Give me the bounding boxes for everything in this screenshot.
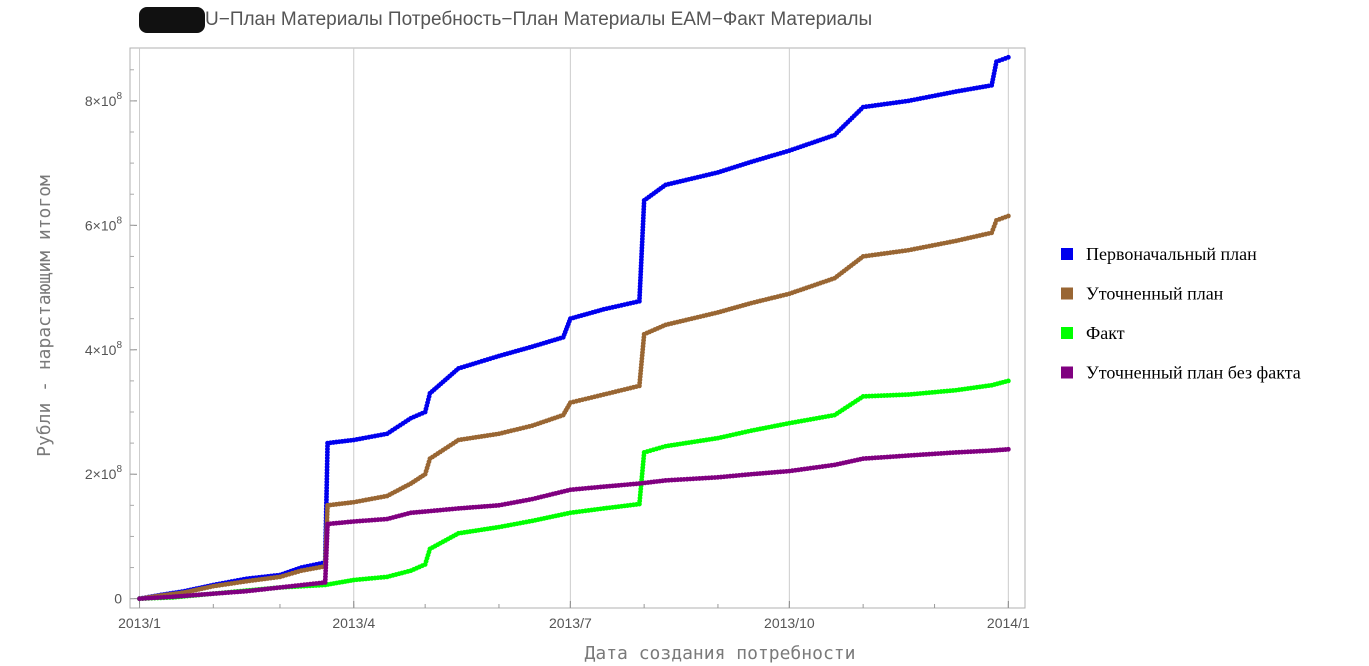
x-tick-label: 2013/4	[332, 615, 375, 631]
y-tick-label: 0	[114, 591, 122, 607]
x-axis-label: Дата создания потребности	[585, 643, 856, 664]
series-3	[137, 446, 1011, 602]
series-0	[137, 54, 1011, 602]
legend: Первоначальный план Уточненный план Факт Ут…	[1061, 244, 1301, 383]
data-point	[1005, 378, 1011, 384]
data-point	[1005, 446, 1011, 452]
y-axis-label: Рубли - нарастающим итогом	[34, 175, 55, 457]
series-1	[137, 213, 1011, 602]
points-layer	[137, 54, 1011, 602]
legend-label: Факт	[1086, 323, 1125, 343]
x-tick-label: 2013/7	[549, 615, 592, 631]
legend-label: Уточненный план	[1086, 284, 1224, 304]
data-point	[1005, 213, 1011, 219]
x-tick-label: 2013/1	[118, 615, 161, 631]
data-point	[1005, 54, 1011, 60]
legend-swatch	[1061, 287, 1073, 300]
y-tick-label: 2×108	[85, 464, 123, 482]
ticks-layer: 2013/1 2013/4 2013/7 2013/10 2014/1 0 2×108 4×1…	[85, 69, 1030, 631]
legend-swatch	[1061, 366, 1073, 379]
plot-frame	[129, 47, 1026, 609]
legend-label: Первоначальный план	[1086, 244, 1257, 264]
x-tick-label: 2013/10	[764, 615, 815, 631]
chart-title: U−План Материалы Потребность−План Матери…	[205, 9, 872, 30]
x-tick-label: 2014/1	[987, 615, 1030, 631]
title-redaction	[139, 7, 205, 33]
legend-swatch	[1061, 327, 1073, 339]
legend-label: Уточненный план без факта	[1086, 363, 1301, 383]
grid-layer	[139, 48, 1009, 608]
y-tick-label: 6×108	[85, 215, 123, 233]
y-tick-label: 8×108	[85, 91, 123, 109]
y-tick-label: 4×108	[85, 340, 123, 358]
legend-swatch	[1061, 248, 1073, 260]
